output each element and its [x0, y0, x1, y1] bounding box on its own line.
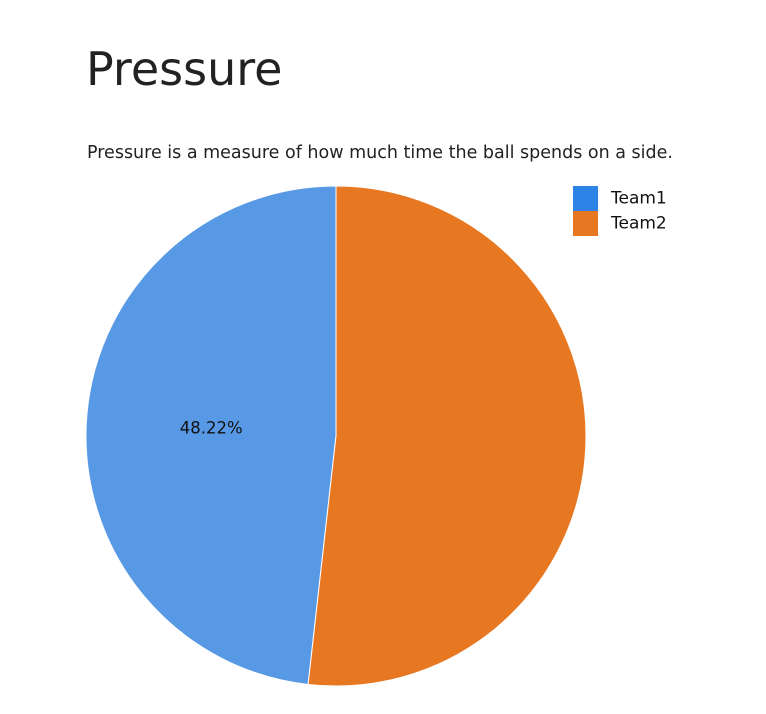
page-description: Pressure is a measure of how much time t…: [87, 143, 673, 163]
page-title: Pressure: [86, 42, 283, 96]
pie-slices: [85, 185, 587, 687]
legend-swatch-team2: [573, 211, 598, 236]
pie-data-labels: 48.22%: [180, 419, 243, 438]
legend-swatch-team1: [573, 186, 598, 211]
legend-label-team2: Team2: [610, 214, 667, 234]
legend-label-team1: Team1: [610, 189, 667, 209]
pie-slice-team1: [85, 185, 337, 685]
chart-legend: Team1 Team2: [573, 186, 667, 236]
pie-slice-team2: [307, 185, 587, 687]
pie-data-label-team1: 48.22%: [180, 419, 243, 438]
